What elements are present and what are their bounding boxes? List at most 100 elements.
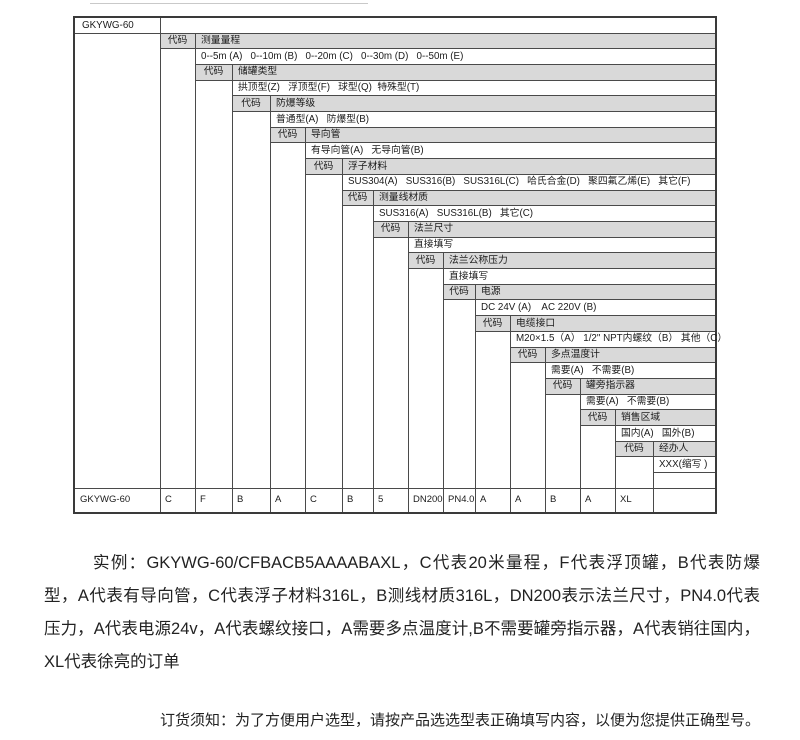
grid-line	[194, 33, 196, 512]
result-cell-7: 5	[378, 494, 384, 506]
result-cell-3: B	[237, 494, 244, 506]
grid-line	[305, 158, 715, 160]
level-5-code-label: 代码	[305, 158, 342, 175]
level-10-options: M20×1.5（A） 1/2" NPT内螺纹（B） 其他（C）	[516, 333, 728, 345]
grid-line	[305, 173, 715, 175]
result-cell-6: B	[347, 494, 354, 506]
result-cell-0: GKYWG-60	[80, 494, 131, 506]
grid-line	[195, 63, 715, 65]
grid-line	[509, 315, 511, 512]
result-cell-15	[653, 488, 715, 512]
result-cell-12: B	[550, 494, 557, 506]
result-cell-11: A	[515, 494, 522, 506]
grid-line	[475, 330, 715, 332]
grid-line	[195, 79, 715, 81]
grid-line	[615, 440, 715, 442]
grid-line	[342, 205, 715, 207]
product-selection-table: GKYWG-60 代码 测量量程 0--5m (A) 0--10m (B) 0--20…	[73, 16, 728, 514]
level-14-options: XXX(缩写 )	[659, 458, 708, 470]
grid-line	[408, 268, 715, 269]
level-1-code-label: 代码	[160, 33, 195, 49]
order-note: 订货须知：为了方便用户选型，请按产品选选型表正确填写内容，以便为您提供正确型号。	[159, 712, 760, 729]
grid-line	[75, 487, 715, 489]
level-12-code-label: 代码	[545, 378, 580, 395]
grid-line	[580, 425, 715, 426]
level-2-name: 储罐类型	[232, 64, 715, 81]
grid-line	[615, 456, 715, 458]
level-8-name: 法兰公称压力	[443, 252, 715, 269]
level-12-name: 罐旁指示器	[580, 378, 715, 395]
level-2-options: 拱顶型(Z) 浮顶型(F) 球型(Q) 特殊型(T)	[238, 82, 420, 94]
level-7-code-label: 代码	[373, 221, 408, 238]
grid-line	[373, 236, 715, 238]
grid-line	[372, 190, 374, 512]
level-10-name: 电缆接口	[510, 315, 715, 332]
level-11-options: 需要(A) 不需要(B)	[551, 364, 635, 376]
grid-line	[341, 158, 343, 512]
grid-line	[160, 48, 715, 50]
level-3-name: 防爆等级	[270, 95, 715, 112]
level-11-code-label: 代码	[510, 347, 545, 363]
grid-line	[270, 142, 715, 144]
result-cell-13: A	[585, 494, 592, 506]
level-1-name: 测量量程	[195, 33, 715, 49]
level-12-options: 需要(A) 不需要(B)	[586, 396, 670, 408]
level-7-name: 法兰尺寸	[408, 221, 715, 238]
level-4-options: 有导向管(A) 无导向管(B)	[311, 144, 424, 156]
level-3-code-label: 代码	[232, 95, 270, 112]
grid-line	[653, 472, 715, 474]
grid-line	[159, 18, 161, 512]
grid-line	[408, 252, 715, 254]
result-cell-14: XL	[620, 494, 632, 506]
grid-line	[270, 126, 715, 128]
grid-line	[373, 220, 715, 222]
grid-line	[304, 127, 306, 512]
level-11-name: 多点温度计	[545, 347, 715, 363]
model-header-cell: GKYWG-60	[82, 20, 134, 31]
grid-line	[443, 283, 715, 285]
grid-line	[443, 299, 715, 301]
grid-line	[652, 441, 654, 512]
grid-line	[269, 95, 271, 512]
grid-line	[580, 409, 715, 411]
grid-line	[579, 378, 581, 512]
level-13-code-label: 代码	[580, 409, 615, 426]
grid-line	[545, 377, 715, 379]
grid-line	[231, 64, 233, 512]
level-6-code-label: 代码	[342, 190, 373, 206]
level-6-name: 测量线材质	[373, 190, 715, 206]
grid-line	[407, 221, 409, 512]
level-14-name: 经办人	[653, 441, 715, 457]
level-9-name: 电源	[475, 284, 715, 300]
grid-line	[232, 95, 715, 97]
result-cell-1: C	[165, 494, 172, 506]
grid-line	[510, 362, 715, 364]
grid-line	[614, 409, 616, 512]
result-cell-8: DN200	[413, 494, 443, 506]
grid-line	[544, 347, 546, 512]
level-5-name: 浮子材料	[342, 158, 715, 175]
grid-line	[474, 284, 476, 512]
level-1-options: 0--5m (A) 0--10m (B) 0--20m (C) 0--30m (…	[201, 50, 464, 62]
level-3-options: 普通型(A) 防爆型(B)	[276, 113, 370, 125]
result-cell-9: PN4.0	[448, 494, 475, 506]
example-paragraph: 实例：GKYWG-60/CFBACB5AAAABAXL，C代表20米量程，F代表…	[44, 553, 760, 671]
level-6-options: SUS316(A) SUS316L(B) 其它(C)	[379, 207, 534, 219]
level-9-options: DC 24V (A) AC 220V (B)	[481, 301, 597, 313]
result-cell-10: A	[480, 494, 487, 506]
grid-line	[475, 315, 715, 317]
level-10-code-label: 代码	[475, 315, 510, 332]
level-9-code-label: 代码	[443, 284, 475, 300]
level-14-code-label: 代码	[615, 441, 653, 457]
grid-line	[75, 32, 715, 34]
grid-line	[232, 111, 715, 112]
level-2-code-label: 代码	[195, 64, 232, 81]
grid-line	[442, 252, 444, 512]
level-8-code-label: 代码	[408, 252, 443, 269]
level-8-options: 直接填写	[449, 270, 489, 282]
grid-line	[510, 346, 715, 348]
level-7-options: 直接填写	[414, 239, 454, 251]
level-5-options: SUS304(A) SUS316(B) SUS316L(C) 哈氏合金(D) 聚…	[348, 176, 691, 188]
level-13-name: 销售区域	[615, 409, 715, 426]
level-4-name: 导向管	[305, 127, 715, 143]
